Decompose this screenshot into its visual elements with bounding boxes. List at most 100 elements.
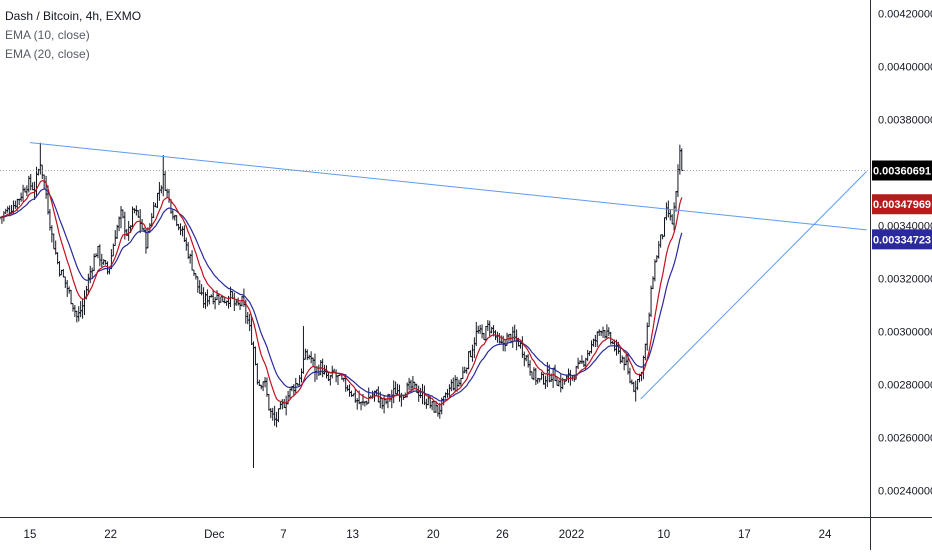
ema20-badge: 0.00334723 — [872, 229, 932, 250]
candle — [301, 326, 306, 374]
symbol-title[interactable]: Dash / Bitcoin, 4h, EXMO — [5, 9, 142, 23]
candle — [543, 375, 548, 389]
candle — [94, 253, 98, 258]
time-tick-label: 24 — [819, 529, 832, 541]
candle — [52, 233, 56, 250]
ema10-badge-bg — [872, 194, 932, 215]
candle — [13, 200, 17, 209]
candle — [4, 208, 8, 214]
candle — [636, 378, 640, 391]
candle — [359, 401, 363, 411]
time-tick-label: 2022 — [559, 529, 585, 541]
candle — [155, 192, 160, 209]
candle — [528, 360, 532, 376]
candle — [347, 384, 352, 397]
candle — [25, 185, 29, 197]
candle — [634, 380, 638, 402]
candle — [63, 276, 67, 288]
time-tick-label: 17 — [738, 529, 751, 541]
candle — [278, 401, 282, 410]
candle — [541, 373, 546, 385]
candle — [676, 164, 680, 197]
candle — [355, 398, 359, 410]
candle — [670, 214, 674, 225]
candle — [628, 367, 632, 384]
candle — [294, 378, 298, 394]
ema10-badge: 0.00347969 — [872, 194, 932, 215]
candle — [597, 329, 601, 337]
candle — [657, 241, 661, 259]
candle — [328, 375, 332, 386]
candle — [186, 242, 190, 259]
candle — [161, 155, 165, 197]
candle — [57, 261, 62, 277]
candle — [284, 395, 288, 416]
candle — [171, 209, 175, 220]
candle — [251, 341, 256, 468]
price-tick-label: 0.00400000 — [878, 61, 932, 73]
ema10-legend[interactable]: EMA (10, close) — [5, 28, 90, 42]
candle — [96, 245, 100, 259]
support-trendline — [640, 171, 867, 400]
candle — [424, 398, 428, 409]
candle — [255, 363, 259, 385]
candle — [453, 375, 457, 393]
candle — [417, 385, 421, 402]
ema20-line — [0, 188, 683, 402]
candle — [653, 259, 657, 282]
candle — [265, 377, 269, 397]
candle — [38, 142, 42, 175]
candle — [463, 366, 467, 374]
candle — [603, 330, 607, 339]
time-tick-label: 15 — [24, 529, 37, 541]
candle — [559, 374, 563, 393]
candle — [449, 379, 453, 392]
ema10-line — [0, 179, 683, 406]
candle — [461, 366, 465, 380]
candle — [238, 302, 242, 311]
resistance-trendline — [29, 142, 867, 231]
price-tick-label: 0.00280000 — [878, 379, 932, 391]
candle — [303, 348, 307, 360]
price-tick-label: 0.00300000 — [878, 326, 932, 338]
candle — [445, 389, 450, 398]
candle — [305, 349, 309, 361]
candle — [578, 360, 582, 365]
candle — [601, 326, 605, 338]
candle — [29, 173, 33, 191]
candle — [82, 290, 87, 315]
candle — [201, 287, 206, 309]
candle — [253, 346, 258, 366]
candle — [205, 289, 210, 307]
candle — [213, 296, 217, 310]
candle — [490, 326, 494, 334]
candle — [397, 384, 402, 402]
time-tick-label: 10 — [657, 529, 670, 541]
candle — [184, 237, 188, 251]
candle — [336, 374, 340, 385]
candle — [680, 148, 684, 172]
candle — [468, 350, 473, 358]
candle — [668, 209, 672, 221]
candle — [539, 371, 544, 380]
ema20-legend[interactable]: EMA (20, close) — [5, 47, 90, 61]
last-price-badge-label: 0.00360691 — [873, 166, 931, 178]
price-tick-label: 0.00240000 — [878, 485, 932, 497]
candle — [98, 244, 102, 267]
candle — [495, 331, 500, 343]
candle — [482, 332, 486, 341]
candle — [180, 226, 185, 237]
candle — [630, 379, 634, 385]
candle — [553, 364, 557, 382]
candle — [219, 296, 223, 303]
candle — [394, 381, 398, 395]
candle — [346, 385, 350, 392]
candle — [643, 343, 647, 361]
last-price-badge-bg — [872, 160, 932, 181]
candle — [436, 405, 440, 417]
candle — [273, 405, 277, 426]
candle — [620, 355, 624, 363]
candle — [71, 303, 75, 312]
